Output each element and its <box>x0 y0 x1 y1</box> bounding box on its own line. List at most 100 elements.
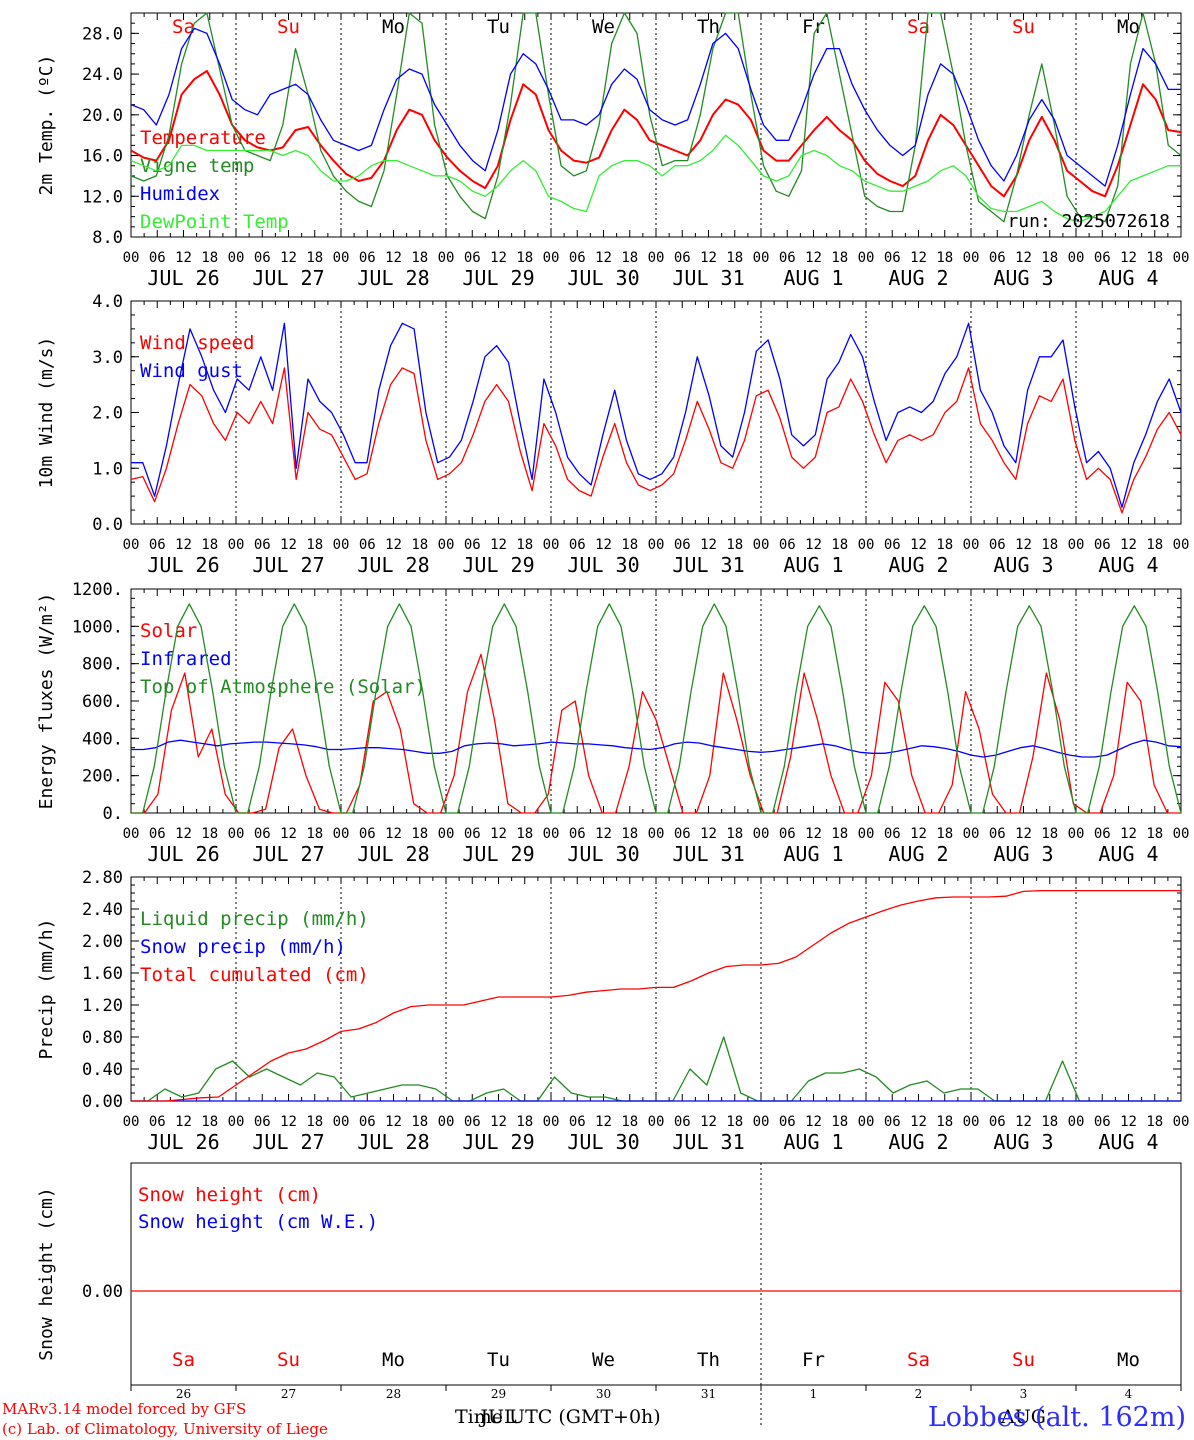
hour-tick-label: 00 <box>1173 250 1190 266</box>
hour-tick-label: 06 <box>674 826 691 842</box>
legend-entry: Top of Atmosphere (Solar) <box>140 676 426 698</box>
day-number: 2 <box>915 1387 923 1401</box>
hour-tick-label: 06 <box>254 826 271 842</box>
hour-tick-label: 06 <box>989 250 1006 266</box>
y-tick-label: 12.0 <box>82 187 123 207</box>
legend-entry: Snow precip (mm/h) <box>140 936 346 958</box>
station-label: Lobbes (alt. 162m) <box>927 1402 1186 1433</box>
hour-tick-label: 06 <box>464 537 481 553</box>
hour-tick-label: 18 <box>936 1114 953 1130</box>
day-number: 1 <box>810 1387 818 1401</box>
series-line <box>130 27 1181 187</box>
hour-tick-label: 06 <box>359 826 376 842</box>
hour-tick-label: 00 <box>543 250 560 266</box>
hour-tick-label: 06 <box>569 250 586 266</box>
day-label: AUG 3 <box>993 553 1053 577</box>
hour-tick-label: 12 <box>280 250 297 266</box>
y-tick-label: 16.0 <box>82 147 123 167</box>
hour-tick-label: 12 <box>385 537 402 553</box>
day-number: 31 <box>701 1387 716 1401</box>
day-label: JUL 28 <box>357 553 429 577</box>
day-label: JUL 30 <box>567 553 639 577</box>
day-number: 30 <box>596 1387 611 1401</box>
hour-tick-label: 00 <box>543 537 560 553</box>
day-label: JUL 31 <box>672 842 744 866</box>
weekday-label: Fr <box>802 1349 825 1371</box>
hour-tick-label: 06 <box>674 537 691 553</box>
hour-tick-label: 12 <box>910 1114 927 1130</box>
y-tick-label: 600. <box>82 692 123 712</box>
hour-tick-label: 00 <box>963 826 980 842</box>
hour-tick-label: 18 <box>726 826 743 842</box>
hour-tick-label: 18 <box>936 250 953 266</box>
hour-tick-label: 12 <box>490 826 507 842</box>
legend-entry: Infrared <box>140 648 232 670</box>
hour-tick-label: 18 <box>516 826 533 842</box>
hour-tick-label: 18 <box>726 1114 743 1130</box>
series-line <box>130 12 1182 223</box>
hour-tick-label: 12 <box>1015 1114 1032 1130</box>
hour-tick-label: 00 <box>648 826 665 842</box>
series-line <box>131 653 1181 814</box>
hour-tick-label: 18 <box>306 1114 323 1130</box>
hour-tick-label: 00 <box>1068 1114 1085 1130</box>
day-label: AUG 2 <box>888 1130 948 1154</box>
hour-tick-label: 06 <box>464 826 481 842</box>
day-label: JUL 27 <box>252 1130 324 1154</box>
hour-tick-label: 06 <box>674 250 691 266</box>
y-tick-label: 4.0 <box>92 292 123 312</box>
hour-tick-label: 18 <box>411 826 428 842</box>
day-number: 29 <box>491 1387 506 1401</box>
hour-tick-label: 12 <box>1120 537 1137 553</box>
hour-tick-label: 00 <box>1068 250 1085 266</box>
hour-tick-label: 18 <box>726 250 743 266</box>
weekday-label: Tu <box>487 1349 510 1371</box>
hour-tick-label: 06 <box>989 826 1006 842</box>
hour-tick-label: 06 <box>674 1114 691 1130</box>
y-tick-label: 1000. <box>72 617 123 637</box>
y-tick-label: 0.00 <box>82 1282 123 1302</box>
hour-tick-label: 06 <box>149 826 166 842</box>
hour-tick-label: 12 <box>805 1114 822 1130</box>
hour-tick-label: 12 <box>595 826 612 842</box>
weekday-label: Fr <box>802 16 825 38</box>
hour-tick-label: 18 <box>936 826 953 842</box>
y-tick-label: 24.0 <box>82 65 123 85</box>
y-tick-label: 2.40 <box>82 900 123 920</box>
hour-tick-label: 18 <box>726 537 743 553</box>
month-label: AUG <box>1000 1406 1046 1428</box>
lab-credit: (c) Lab. of Climatology, University of L… <box>2 1420 328 1438</box>
day-label: JUL 30 <box>567 1130 639 1154</box>
weekday-label: Sa <box>907 16 930 38</box>
hour-tick-label: 18 <box>831 250 848 266</box>
day-label: AUG 4 <box>1098 842 1158 866</box>
hour-tick-label: 12 <box>175 826 192 842</box>
hour-tick-label: 18 <box>516 250 533 266</box>
series-line <box>131 603 1182 814</box>
hour-tick-label: 06 <box>569 1114 586 1130</box>
hour-tick-label: 12 <box>700 826 717 842</box>
hour-tick-label: 00 <box>228 537 245 553</box>
weekday-label: We <box>592 16 615 38</box>
hour-tick-label: 12 <box>595 250 612 266</box>
hour-tick-label: 18 <box>1146 537 1163 553</box>
hour-tick-label: 18 <box>1041 537 1058 553</box>
day-label: AUG 4 <box>1098 1130 1158 1154</box>
hour-tick-label: 12 <box>805 826 822 842</box>
day-label: AUG 1 <box>783 1130 843 1154</box>
day-label: AUG 3 <box>993 266 1053 290</box>
hour-tick-label: 12 <box>1015 826 1032 842</box>
weekday-label: Sa <box>172 16 195 38</box>
day-label: JUL 29 <box>462 553 534 577</box>
day-label: AUG 1 <box>783 266 843 290</box>
hour-tick-label: 12 <box>175 1114 192 1130</box>
weekday-label: Mo <box>1117 1349 1140 1371</box>
day-label: JUL 29 <box>462 1130 534 1154</box>
weekday-label: Sa <box>907 1349 930 1371</box>
day-label: JUL 28 <box>357 266 429 290</box>
hour-tick-label: 12 <box>175 537 192 553</box>
hour-tick-label: 00 <box>228 826 245 842</box>
y-tick-label: 2.00 <box>82 932 123 952</box>
hour-tick-label: 00 <box>228 250 245 266</box>
